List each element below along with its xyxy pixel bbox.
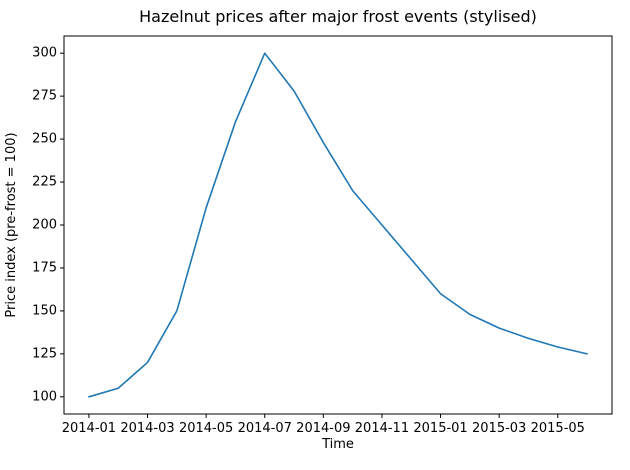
y-tick-label: 150 [32, 303, 57, 318]
x-tick-label: 2014-11 [355, 421, 409, 436]
x-tick-label: 2014-03 [120, 421, 174, 436]
y-tick-label: 125 [32, 346, 57, 361]
y-tick-label: 100 [32, 389, 57, 404]
y-axis-label: Price index (pre-frost = 100) [4, 132, 19, 317]
chart-title: Hazelnut prices after major frost events… [139, 7, 537, 26]
x-tick-label: 2014-07 [238, 421, 292, 436]
price-index-line [88, 52, 588, 398]
x-tick-label: 2015-03 [472, 421, 526, 436]
x-axis-ticks: 2014-01 2014-03 2014-05 2014-07 2014-09 2014-… [62, 414, 585, 436]
x-tick-label: 2015-05 [531, 421, 585, 436]
x-tick-label: 2014-01 [62, 421, 116, 436]
y-tick-label: 200 [32, 218, 57, 233]
y-tick-label: 275 [32, 89, 57, 104]
x-axis-label: Time [321, 437, 354, 452]
x-tick-label: 2014-09 [296, 421, 350, 436]
plot-area-border [63, 35, 613, 415]
y-tick-label: 175 [32, 260, 57, 275]
y-axis-ticks: 100 125 150 175 200 225 250 275 300 [32, 46, 64, 404]
series-lines [88, 52, 588, 398]
y-tick-label: 250 [32, 132, 57, 147]
x-tick-label: 2014-05 [179, 421, 233, 436]
y-tick-label: 225 [32, 175, 57, 190]
x-tick-label: 2015-01 [413, 421, 467, 436]
y-tick-label: 300 [32, 46, 57, 61]
